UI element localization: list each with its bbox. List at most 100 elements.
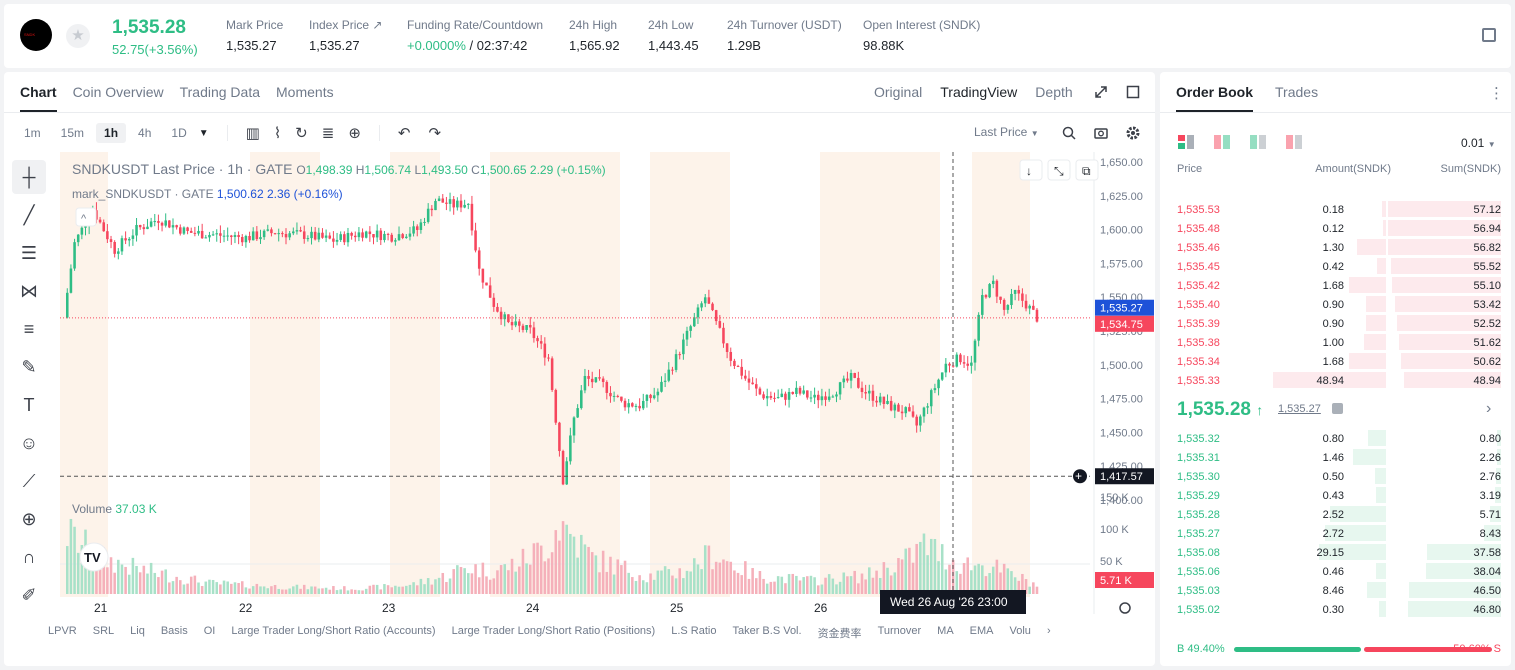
stat-24h-turnover: 24h Turnover (USDT) 1.29B xyxy=(727,18,842,53)
expand-icon[interactable] xyxy=(1094,85,1108,99)
collapse-legend-button[interactable] xyxy=(75,207,97,227)
candle-body xyxy=(831,396,835,398)
indicators-icon[interactable]: ⌇ xyxy=(273,125,282,142)
indicator-9[interactable]: 资金费率 xyxy=(817,628,862,640)
axis-settings-icon[interactable] xyxy=(1119,602,1131,614)
ask-row[interactable]: 1,535.39 0.90 52.52 xyxy=(1160,314,1511,333)
bid-row[interactable]: 1,535.03 8.46 46.50 xyxy=(1160,581,1511,600)
settings-gear-icon[interactable] xyxy=(1126,126,1140,140)
indicator-2[interactable]: Liq xyxy=(130,625,145,637)
bid-row[interactable]: 1,535.29 0.43 3.19 xyxy=(1160,486,1511,505)
row-amount: 0.90 xyxy=(1322,318,1344,330)
chart-overlay-button-1[interactable] xyxy=(1047,159,1071,181)
bid-row[interactable]: 1,535.31 1.46 2.26 xyxy=(1160,448,1511,467)
depth-bar xyxy=(1403,372,1501,388)
row-amount: 0.50 xyxy=(1322,471,1344,483)
tf-1m[interactable]: 1m xyxy=(24,126,41,140)
tab-moments[interactable]: Moments xyxy=(276,84,334,100)
bid-row[interactable]: 1,535.08 29.15 37.58 xyxy=(1160,543,1511,562)
refresh-icon[interactable]: ↻ xyxy=(295,125,308,142)
price-chart[interactable]: 1,650.001,625.001,600.001,575.001,550.00… xyxy=(60,152,1155,614)
tab-coin-overview[interactable]: Coin Overview xyxy=(72,84,164,100)
guide-book-icon[interactable] xyxy=(1482,28,1496,42)
ask-row[interactable]: 1,535.45 0.42 55.52 xyxy=(1160,257,1511,276)
horizontal-lines-icon[interactable]: ☰ xyxy=(20,243,38,263)
tf-1d[interactable]: 1D xyxy=(171,126,187,140)
indicator-7[interactable]: L.S Ratio xyxy=(671,625,717,637)
tab-trading-data[interactable]: Trading Data xyxy=(179,84,261,100)
bid-row[interactable]: 1,535.32 0.80 0.80 xyxy=(1160,429,1511,448)
pattern-icon[interactable]: ⋈ xyxy=(20,281,38,301)
emoji-icon[interactable]: ☺ xyxy=(19,433,39,453)
bid-row[interactable]: 1,535.02 0.30 46.80 xyxy=(1160,600,1511,619)
window-icon[interactable] xyxy=(1126,85,1140,99)
templates-icon[interactable]: ≣ xyxy=(321,125,335,142)
ask-row[interactable]: 1,535.46 1.30 56.82 xyxy=(1160,238,1511,257)
brush-icon[interactable]: ✎ xyxy=(21,357,37,377)
search-icon[interactable] xyxy=(1062,126,1076,140)
indicator-4[interactable]: OI xyxy=(203,625,216,637)
book-layout-toggles[interactable] xyxy=(1178,134,1308,150)
cursor-volume-badge-text: 5.71 K xyxy=(1100,575,1132,587)
ask-row[interactable]: 1,535.53 0.18 57.12 xyxy=(1160,200,1511,219)
candle-body xyxy=(620,396,623,401)
last-price-select[interactable]: Last Price ▼ xyxy=(974,125,1039,139)
redo-icon[interactable]: ↷ xyxy=(428,125,442,142)
view-original[interactable]: Original xyxy=(874,84,923,100)
ask-row[interactable]: 1,535.34 1.68 50.62 xyxy=(1160,352,1511,371)
volume-bar xyxy=(343,586,346,594)
indicator-11[interactable]: MA xyxy=(937,625,954,637)
camera-icon[interactable] xyxy=(1094,126,1108,140)
bid-row[interactable]: 1,535.06 0.46 38.04 xyxy=(1160,562,1511,581)
tf-1h[interactable]: 1h xyxy=(96,123,127,143)
chart-overlay-button-2[interactable] xyxy=(1075,159,1099,181)
fib-tool-icon[interactable]: ≡ xyxy=(23,319,35,339)
volume-bar xyxy=(244,587,248,594)
ask-row[interactable]: 1,535.38 1.00 51.62 xyxy=(1160,333,1511,352)
indicator-3[interactable]: Basis xyxy=(160,625,188,637)
indicator-10[interactable]: Turnover xyxy=(877,625,922,637)
tab-chart[interactable]: Chart xyxy=(20,84,57,112)
tab-order-book[interactable]: Order Book xyxy=(1176,84,1254,112)
chevron-right-icon[interactable]: › xyxy=(1046,625,1051,637)
favorite-star-icon[interactable]: ★ xyxy=(66,24,90,48)
view-tradingview[interactable]: TradingView xyxy=(940,84,1018,100)
bid-row[interactable]: 1,535.27 2.72 8.43 xyxy=(1160,524,1511,543)
view-depth[interactable]: Depth xyxy=(1035,84,1073,100)
ask-row[interactable]: 1,535.48 0.12 56.94 xyxy=(1160,219,1511,238)
ruler-icon[interactable]: ⟋ xyxy=(22,471,36,491)
indicator-0[interactable]: LPVR xyxy=(48,625,77,637)
undo-icon[interactable]: ↶ xyxy=(397,125,411,142)
volume-bar xyxy=(795,575,798,594)
more-vertical-icon[interactable]: ⋮ xyxy=(1489,85,1504,102)
chart-overlay-button-0[interactable] xyxy=(1019,159,1043,181)
tf-4h[interactable]: 4h xyxy=(138,126,152,140)
crosshair-icon[interactable]: ┼ xyxy=(12,160,46,194)
indicator-13[interactable]: Volu xyxy=(1009,625,1031,637)
bid-row[interactable]: 1,535.28 2.52 5.71 xyxy=(1160,505,1511,524)
magnet-icon[interactable]: ∩ xyxy=(22,547,36,567)
pencil-icon[interactable]: ✐ xyxy=(21,585,37,605)
candle-type-icon[interactable]: ▥ xyxy=(245,125,260,142)
tf-15m[interactable]: 15m xyxy=(60,126,85,140)
indicator-12[interactable]: EMA xyxy=(969,625,994,637)
zoom-in-icon[interactable]: ⊕ xyxy=(21,509,37,529)
chevron-right-icon[interactable]: › xyxy=(1486,400,1492,417)
tab-trades[interactable]: Trades xyxy=(1275,84,1319,100)
volume-bar xyxy=(536,542,539,594)
stat-index-price[interactable]: Index Price ↗ 1,535.27 xyxy=(309,18,382,53)
bid-row[interactable]: 1,535.30 0.50 2.76 xyxy=(1160,467,1511,486)
precision-select[interactable]: 0.01 ▼ xyxy=(1461,136,1496,150)
trend-line-icon[interactable]: ╱ xyxy=(23,205,35,225)
indicator-6[interactable]: Large Trader Long/Short Ratio (Positions… xyxy=(451,625,656,637)
ask-row[interactable]: 1,535.40 0.90 53.42 xyxy=(1160,295,1511,314)
add-indicator-icon[interactable]: ⊕ xyxy=(348,125,361,142)
text-tool-icon[interactable]: T xyxy=(23,395,35,415)
indicator-1[interactable]: SRL xyxy=(92,625,115,637)
indicator-8[interactable]: Taker B.S Vol. xyxy=(732,625,802,637)
ask-row[interactable]: 1,535.42 1.68 55.10 xyxy=(1160,276,1511,295)
ask-row[interactable]: 1,535.33 48.94 48.94 xyxy=(1160,371,1511,390)
add-order-icon[interactable] xyxy=(1073,469,1087,484)
indicator-5[interactable]: Large Trader Long/Short Ratio (Accounts) xyxy=(231,625,436,637)
tf-dropdown-chevron-icon[interactable]: ▼ xyxy=(198,127,209,139)
